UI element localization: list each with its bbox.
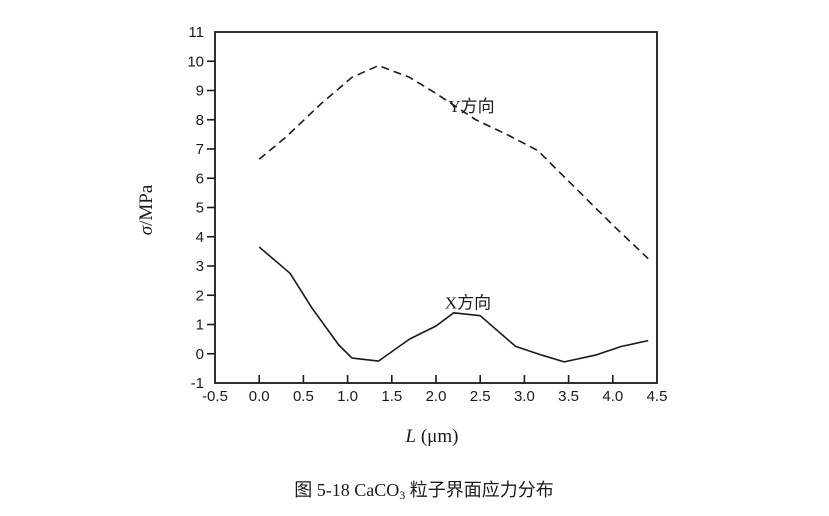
x-tick-label: 1.0: [337, 388, 358, 405]
stress-line-chart: -0.5 0.0 0.5 1.0 1.5 2.0 2.5 3.0 3.5 4.0 4.5 -1 0 1 2 3…: [187, 24, 668, 405]
curve-label: Y方向: [448, 97, 494, 116]
y-tick-label: 3: [196, 258, 204, 275]
y-tick-label: 0: [196, 346, 204, 363]
x-tick-label: 3.0: [514, 388, 535, 405]
y-tick-label: 7: [196, 141, 204, 158]
x-axis-title-symbol: L: [405, 426, 417, 447]
y-axis-title-unit: /MPa: [136, 184, 157, 226]
curve-label: X方向: [445, 293, 491, 312]
x-axis-title-unit: (μm): [416, 426, 459, 447]
x-tick-label: 0.5: [293, 388, 314, 405]
y-tick-label: 5: [196, 200, 204, 217]
y-axis-title-symbol: σ: [136, 225, 157, 236]
y-tick-label: 11: [188, 24, 204, 41]
figure-caption-suffix: 粒子界面应力分布: [405, 480, 554, 500]
series-line-dashed: [258, 64, 649, 260]
x-tick-label: 3.5: [558, 388, 579, 405]
y-tick-label: 1: [196, 317, 204, 334]
x-tick-label: 2.5: [470, 388, 491, 405]
x-tick-label: 2.0: [426, 388, 447, 405]
x-tick-label: 1.5: [381, 388, 402, 405]
y-tick-label: 6: [196, 170, 204, 187]
x-tick-label: 0.0: [249, 388, 270, 405]
y-tick-label: -1: [191, 375, 204, 392]
y-axis-title: σ/MPa: [136, 185, 158, 236]
series-line-solid: [258, 246, 649, 363]
y-tick-label: 10: [187, 53, 204, 70]
figure-caption-subscript: 3: [399, 488, 406, 502]
x-tick-label: 4.0: [602, 388, 623, 405]
plot-frame: [214, 31, 658, 384]
x-axis-title: L (μm): [406, 426, 459, 448]
figure-caption: 图 5-18 CaCO3 粒子界面应力分布: [20, 476, 828, 503]
y-tick-label: 2: [196, 287, 204, 304]
y-tick-label: 4: [196, 229, 204, 246]
x-tick-label: -0.5: [202, 388, 228, 405]
figure-caption-prefix: 图 5-18 CaCO: [294, 480, 400, 500]
x-tick-label: 4.5: [647, 388, 668, 405]
y-tick-label: 9: [196, 83, 204, 100]
y-tick-label: 8: [196, 112, 204, 129]
